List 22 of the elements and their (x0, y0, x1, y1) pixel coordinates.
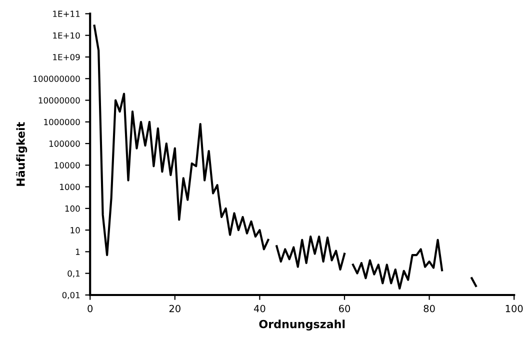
y-tick-label: 1000000 (44, 118, 80, 126)
y-tick-label: 1000 (60, 184, 80, 190)
y-tick-label: 1E+10 (53, 32, 80, 39)
x-tick-label: 60 (338, 304, 350, 312)
y-tick-label: 10000 (54, 162, 80, 168)
x-tick-label: 40 (254, 304, 266, 312)
y-tick-label: 10 (70, 227, 80, 234)
y-tick-label: 100000000 (34, 76, 80, 82)
x-tick-label: 100 (506, 304, 523, 312)
x-axis-title: Ordnungszahl (259, 320, 345, 331)
y-axis-title: Häufigkeit (16, 122, 28, 186)
y-tick-label: 1E+09 (53, 54, 80, 60)
y-tick-label: 0,1 (68, 270, 80, 278)
y-tick-label: 100 (65, 205, 80, 212)
y-tick-label: 1E+11 (53, 10, 80, 17)
x-tick-label: 80 (424, 304, 435, 312)
x-tick-label: 20 (169, 304, 180, 312)
y-tick-label: 10000000 (38, 97, 80, 104)
x-tick-label: 0 (88, 304, 93, 312)
y-tick-label: 1 (76, 248, 80, 255)
y-tick-label: 100000 (49, 140, 80, 147)
y-tick-label: 0,01 (62, 292, 80, 300)
